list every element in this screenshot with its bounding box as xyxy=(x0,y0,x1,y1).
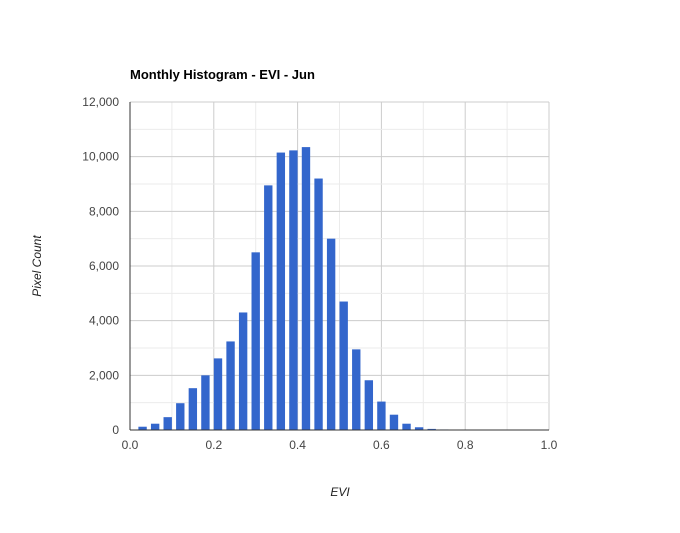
histogram-bar xyxy=(427,428,436,430)
y-tick-label: 2,000 xyxy=(89,368,119,382)
histogram-bar xyxy=(314,178,323,430)
histogram-bar xyxy=(213,358,223,430)
x-tick-label: 0.4 xyxy=(289,438,306,452)
tick-labels: 0.0 0.2 0.4 0.6 0.8 1.0 0 2,000 4,000 6,000 8,000 1… xyxy=(82,95,557,452)
x-tick-label: 0.6 xyxy=(373,438,390,452)
bars xyxy=(138,147,524,431)
histogram-bar xyxy=(364,380,374,430)
histogram-bar xyxy=(264,185,273,430)
histogram-bar xyxy=(138,426,147,430)
histogram-bar xyxy=(339,301,348,430)
y-tick-label: 12,000 xyxy=(82,95,119,109)
histogram-bar xyxy=(150,423,160,430)
y-tick-label: 10,000 xyxy=(82,150,119,164)
x-tick-label: 1.0 xyxy=(541,438,558,452)
histogram-bar xyxy=(176,403,185,430)
histogram-bar xyxy=(301,147,311,430)
histogram-bar xyxy=(251,252,260,430)
histogram-bar xyxy=(238,312,248,430)
x-axis-title: EVI xyxy=(330,485,350,499)
x-tick-label: 0.8 xyxy=(457,438,474,452)
histogram-bar xyxy=(289,150,298,430)
histogram-bar xyxy=(226,341,235,430)
histogram-bar xyxy=(377,401,386,430)
histogram-bar xyxy=(414,427,424,430)
histogram-bar xyxy=(188,388,198,430)
histogram-bar xyxy=(402,423,411,430)
y-tick-label: 6,000 xyxy=(89,259,119,273)
x-tick-label: 0.0 xyxy=(122,438,139,452)
histogram-bar xyxy=(326,238,336,430)
y-tick-label: 0 xyxy=(112,423,119,437)
histogram-bar xyxy=(276,152,286,431)
histogram-bar xyxy=(389,414,399,430)
y-tick-label: 4,000 xyxy=(89,314,119,328)
chart-title: Monthly Histogram - EVI - Jun xyxy=(130,67,315,82)
histogram-bar xyxy=(201,375,210,430)
histogram-bar xyxy=(352,349,361,430)
y-axis-title: Pixel Count xyxy=(30,235,44,297)
x-tick-label: 0.2 xyxy=(205,438,222,452)
axes xyxy=(129,102,549,431)
histogram-bar xyxy=(163,417,172,430)
y-tick-label: 8,000 xyxy=(89,204,119,218)
